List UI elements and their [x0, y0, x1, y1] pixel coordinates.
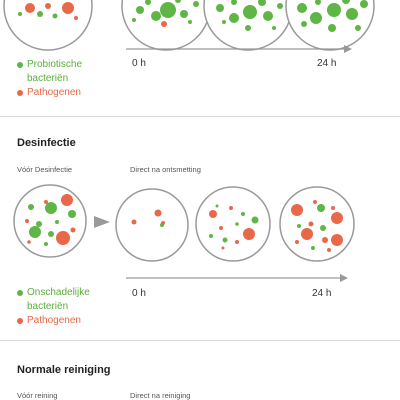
- harmless-legend-label: Onschadelijke bacteriën: [27, 287, 90, 312]
- time-axis-arrow: [126, 274, 348, 282]
- axis-end-label: 24 h: [317, 58, 337, 69]
- section-title-normale-reiniging: Normale reiniging: [17, 364, 111, 376]
- process-arrow-icon: [94, 216, 110, 228]
- pathogen-legend-dot: [17, 90, 23, 96]
- probiotic-legend-dot: [17, 62, 23, 68]
- label-after-disinfection: Direct na ontsmetting: [130, 165, 201, 174]
- petri-dish-probiotic-3: [285, 0, 375, 51]
- petri-dish-disinfection-2: [279, 186, 355, 262]
- harmless-legend-dot: [17, 290, 23, 296]
- label-before-cleaning: Vóór reining: [17, 391, 58, 400]
- label-before-desinfection: Vóór Desinfectie: [17, 165, 73, 174]
- pathogen-legend-dot: [17, 318, 23, 324]
- petri-dish-after-disinfection: [115, 188, 189, 262]
- petri-dish-before-disinfection: [13, 184, 87, 258]
- time-axis-arrow: [126, 45, 352, 53]
- axis-start-label: 0 h: [132, 288, 146, 299]
- section-divider: [0, 116, 400, 117]
- section-divider: [0, 340, 400, 341]
- pathogen-legend-label: Pathogenen: [27, 315, 81, 326]
- axis-start-label: 0 h: [132, 58, 146, 69]
- section-title-desinfectie: Desinfectie: [17, 137, 76, 149]
- petri-dish-probiotic-1: [121, 0, 211, 51]
- petri-dish-before-probiotic: [3, 0, 93, 51]
- axis-end-label: 24 h: [312, 288, 332, 299]
- label-after-cleaning: Direct na reiniging: [130, 391, 191, 400]
- petri-dish-disinfection-1: [195, 186, 271, 262]
- probiotic-legend-label: Probiotische bacteriën: [27, 59, 83, 84]
- petri-dish-probiotic-2: [203, 0, 293, 51]
- pathogen-legend-label: Pathogenen: [27, 87, 81, 98]
